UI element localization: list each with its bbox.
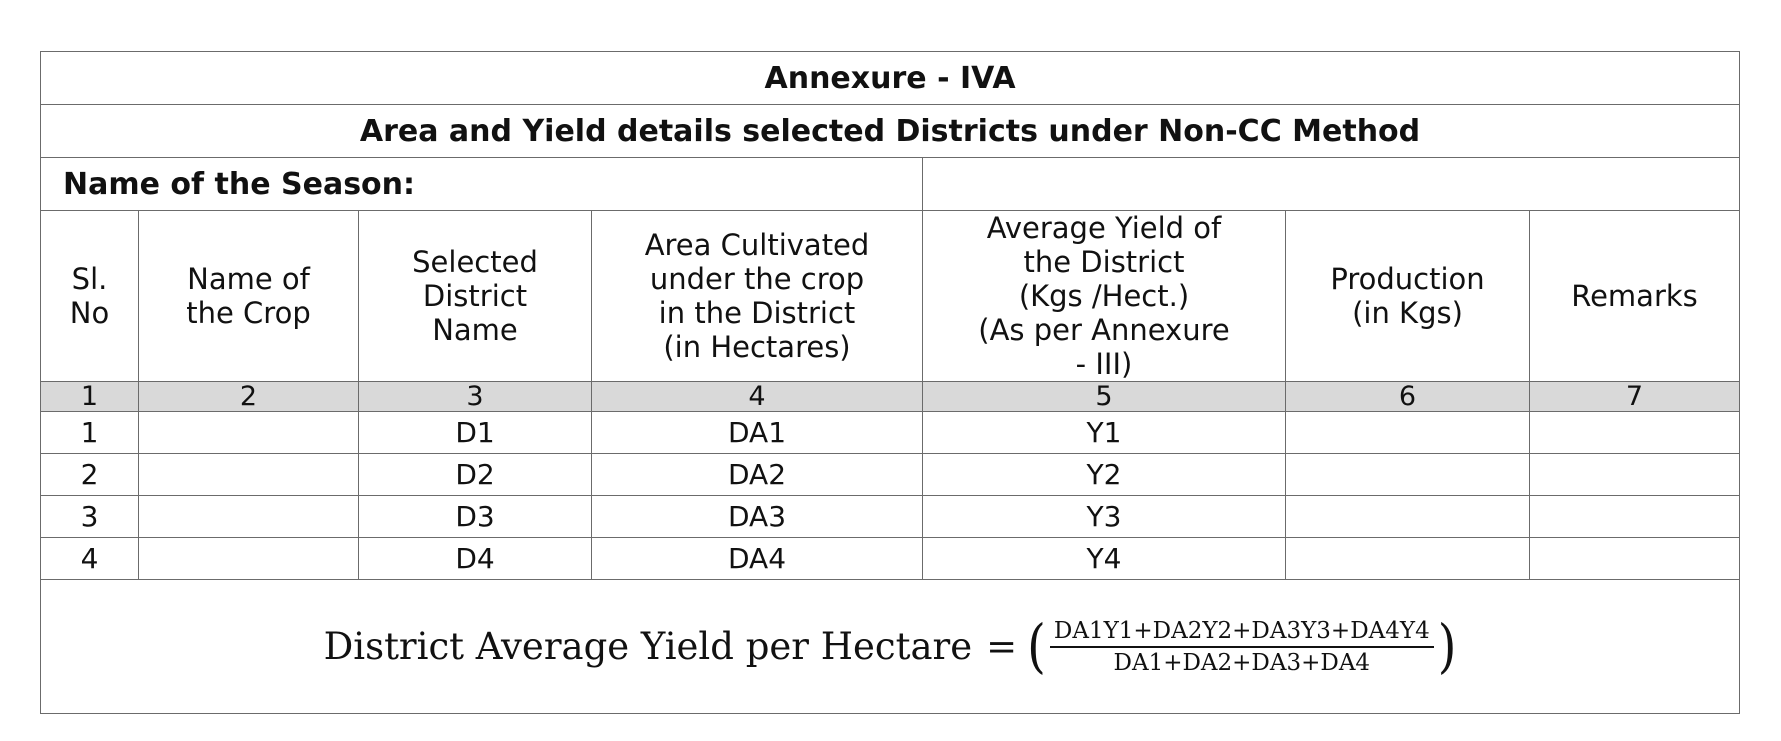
column-header-row: Sl. No Name of the Crop Selected Distric… bbox=[40, 210, 1741, 382]
cell-production bbox=[1285, 537, 1530, 580]
cell-sl-no: 4 bbox=[40, 537, 139, 580]
header-district-name: Selected District Name bbox=[358, 210, 592, 382]
column-number: 5 bbox=[922, 381, 1286, 412]
cell-yield: Y1 bbox=[922, 411, 1286, 454]
cell-production bbox=[1285, 453, 1530, 496]
column-number-row: 1 2 3 4 5 6 7 bbox=[40, 381, 1741, 412]
cell-crop-name bbox=[138, 411, 359, 454]
cell-remarks bbox=[1528, 453, 1741, 496]
cell-sl-no: 3 bbox=[40, 495, 139, 538]
formula-denominator: DA1+DA2+DA3+DA4 bbox=[1113, 649, 1371, 676]
cell-production bbox=[1285, 411, 1530, 454]
cell-area: DA3 bbox=[591, 495, 923, 538]
cell-production bbox=[1285, 495, 1530, 538]
season-value-cell bbox=[921, 157, 1741, 211]
header-sl-no: Sl. No bbox=[40, 210, 139, 382]
header-area-cultivated: Area Cultivated under the crop in the Di… bbox=[591, 210, 923, 382]
cell-crop-name bbox=[138, 495, 359, 538]
cell-crop-name bbox=[138, 537, 359, 580]
cell-district-name: D3 bbox=[358, 495, 592, 538]
cell-sl-no: 2 bbox=[40, 453, 139, 496]
table-row: 4 D4 DA4 Y4 bbox=[40, 537, 1741, 580]
annexure-sheet: Annexure - IVA Area and Yield details se… bbox=[39, 51, 1741, 715]
cell-yield: Y2 bbox=[922, 453, 1286, 496]
header-remarks: Remarks bbox=[1528, 210, 1741, 382]
header-average-yield: Average Yield of the District (Kgs /Hect… bbox=[922, 210, 1286, 382]
header-crop-name: Name of the Crop bbox=[138, 210, 359, 382]
cell-district-name: D1 bbox=[358, 411, 592, 454]
formula-row: District Average Yield per Hectare = ( D… bbox=[39, 579, 1741, 714]
formula-equals: = bbox=[986, 625, 1018, 668]
annexure-table: Annexure - IVA Area and Yield details se… bbox=[39, 51, 1741, 714]
formula-lhs: District Average Yield per Hectare bbox=[323, 625, 973, 668]
cell-district-name: D4 bbox=[358, 537, 592, 580]
formula-numerator: DA1Y1+DA2Y2+DA3Y3+DA4Y4 bbox=[1049, 616, 1434, 648]
column-number: 6 bbox=[1285, 381, 1530, 412]
title-row: Annexure - IVA bbox=[39, 51, 1741, 105]
formula-open-paren: ( bbox=[1027, 612, 1046, 681]
column-number: 4 bbox=[591, 381, 923, 412]
table-subtitle: Area and Yield details selected District… bbox=[39, 104, 1741, 158]
cell-area: DA1 bbox=[591, 411, 923, 454]
subtitle-row: Area and Yield details selected District… bbox=[39, 104, 1741, 158]
formula-close-paren: ) bbox=[1437, 612, 1457, 681]
cell-area: DA4 bbox=[591, 537, 923, 580]
column-number: 3 bbox=[358, 381, 592, 412]
column-number: 2 bbox=[138, 381, 359, 412]
header-production: Production (in Kgs) bbox=[1285, 210, 1530, 382]
yield-formula: District Average Yield per Hectare = ( D… bbox=[324, 616, 1457, 678]
column-number: 7 bbox=[1528, 381, 1741, 412]
season-row: Name of the Season: bbox=[40, 157, 1741, 211]
formula-fraction: DA1Y1+DA2Y2+DA3Y3+DA4Y4 DA1+DA2+DA3+DA4 bbox=[1049, 616, 1434, 678]
annexure-title: Annexure - IVA bbox=[39, 51, 1741, 105]
cell-yield: Y4 bbox=[922, 537, 1286, 580]
cell-remarks bbox=[1528, 495, 1741, 538]
cell-district-name: D2 bbox=[358, 453, 592, 496]
column-number: 1 bbox=[40, 381, 139, 412]
table-row: 2 D2 DA2 Y2 bbox=[40, 453, 1741, 496]
cell-crop-name bbox=[138, 453, 359, 496]
cell-area: DA2 bbox=[591, 453, 923, 496]
table-row: 3 D3 DA3 Y3 bbox=[40, 495, 1741, 538]
cell-sl-no: 1 bbox=[40, 411, 139, 454]
season-label: Name of the Season: bbox=[40, 157, 923, 211]
formula-cell: District Average Yield per Hectare = ( D… bbox=[39, 579, 1741, 714]
cell-remarks bbox=[1528, 411, 1741, 454]
cell-remarks bbox=[1528, 537, 1741, 580]
cell-yield: Y3 bbox=[922, 495, 1286, 538]
table-row: 1 D1 DA1 Y1 bbox=[40, 411, 1741, 454]
